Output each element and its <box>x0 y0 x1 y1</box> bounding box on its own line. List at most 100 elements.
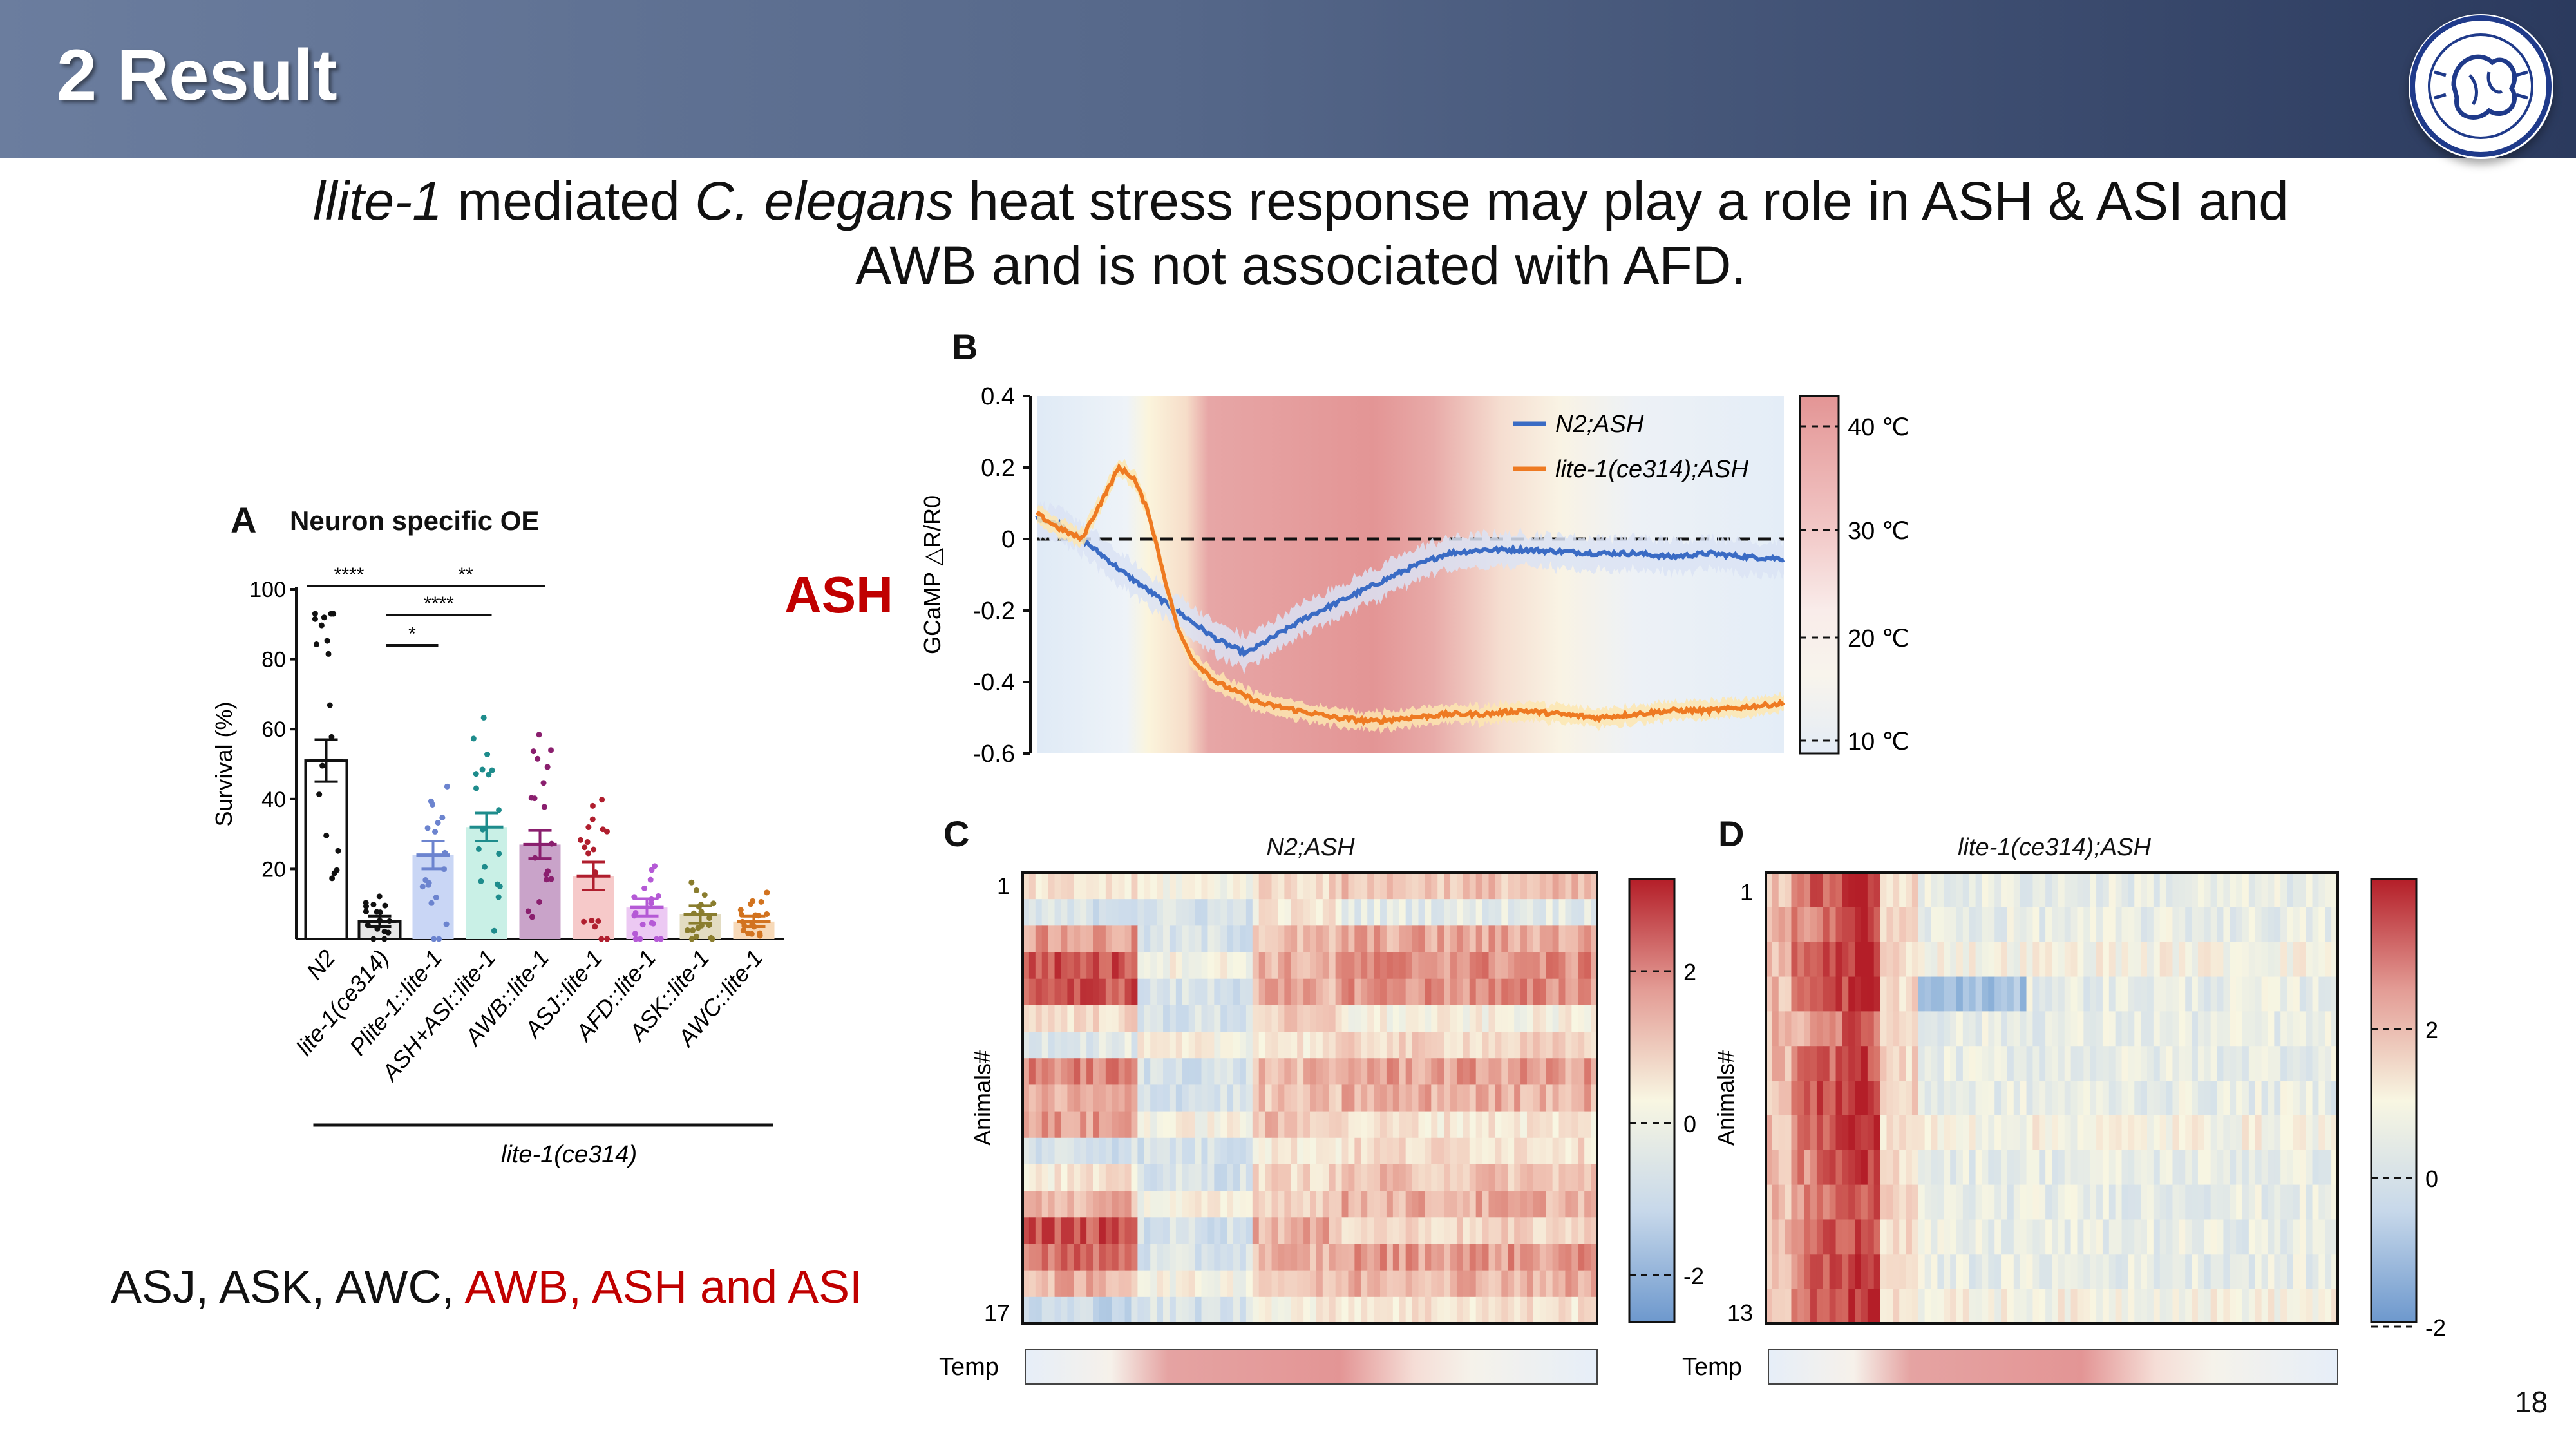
heatmap-cell <box>1558 1270 1566 1298</box>
data-point <box>632 936 639 942</box>
heatmap-cell <box>1412 1217 1419 1245</box>
heatmap-cell <box>1150 873 1157 900</box>
heatmap-cell <box>1482 1296 1490 1324</box>
heatmap-cell <box>1982 1184 1989 1220</box>
heatmap-cell <box>1797 1150 1804 1186</box>
heatmap-cell <box>2318 1046 2325 1081</box>
heatmap-cell <box>1157 1164 1164 1191</box>
temp-label: Temp <box>939 1354 999 1381</box>
heatmap-cell <box>1829 976 1837 1012</box>
heatmap-cell <box>1291 1244 1298 1271</box>
heatmap-cell <box>1412 1164 1419 1191</box>
data-point <box>473 771 479 777</box>
heatmap-cell <box>1297 952 1304 980</box>
heatmap-cell <box>1380 1244 1387 1271</box>
heatmap-cell <box>1918 1011 1926 1046</box>
heatmap-cell <box>2026 1081 2033 1116</box>
heatmap-cell <box>1791 976 1798 1012</box>
heatmap-cell <box>1258 873 1266 900</box>
heatmap-cell <box>1188 1217 1196 1245</box>
heatmap-cell <box>1329 1005 1336 1032</box>
heatmap-cell <box>2274 976 2281 1012</box>
heatmap-cell <box>1297 978 1304 1006</box>
heatmap-cell <box>2299 873 2307 908</box>
heatmap-cell <box>1303 1058 1311 1086</box>
heatmap-cell <box>1797 1046 1804 1081</box>
heatmap-cell <box>1855 1184 1862 1220</box>
heatmap-cell <box>2096 1046 2103 1081</box>
heatmap-cell <box>1861 1150 1868 1186</box>
heatmap-cell <box>1118 1084 1126 1112</box>
heatmap-cell <box>2204 1219 2211 1255</box>
heatmap-cell <box>1291 925 1298 953</box>
heatmap-cell <box>1899 873 1906 908</box>
heatmap-cell <box>1163 1244 1170 1271</box>
heatmap-cell <box>1829 1150 1837 1186</box>
heatmap-cell <box>1804 1254 1811 1289</box>
heatmap-cell <box>1195 1191 1202 1218</box>
heatmap-cell <box>2039 942 2046 978</box>
heatmap-cell <box>1054 1058 1062 1086</box>
heatmap-cell <box>2287 1115 2294 1151</box>
heatmap-cell <box>1431 873 1438 900</box>
heatmap-cell <box>1297 1296 1304 1324</box>
heatmap-cell <box>1546 1137 1553 1165</box>
heatmap-cell <box>1571 873 1578 900</box>
heatmap-cell <box>1227 1084 1234 1112</box>
heatmap-cell <box>1944 942 1951 978</box>
heatmap-cell <box>2172 873 2179 908</box>
heatmap-cell <box>1982 942 1989 978</box>
heatmap-cell <box>1118 978 1126 1006</box>
heatmap-cell <box>1220 978 1227 1006</box>
heatmap-cell <box>1937 1219 1944 1255</box>
heatmap-cell <box>1880 1184 1888 1220</box>
heatmap-cell <box>1565 1137 1572 1165</box>
heatmap-cell <box>2268 1046 2275 1081</box>
heatmap-cell <box>2242 1046 2249 1081</box>
heatmap-cell <box>1558 1191 1566 1218</box>
heatmap-cell <box>2293 1219 2300 1255</box>
heatmap-cell <box>1399 925 1406 953</box>
heatmap-cell <box>1456 952 1464 980</box>
heatmap-cell <box>1054 1137 1062 1165</box>
heatmap-cell <box>1431 1005 1438 1032</box>
heatmap-cell <box>1144 952 1151 980</box>
heatmap-cell <box>1501 873 1508 900</box>
heatmap-cell <box>1201 1244 1209 1271</box>
heatmap-cell <box>2077 976 2084 1012</box>
heatmap-cell <box>1810 1184 1817 1220</box>
heatmap-cell <box>2128 1150 2135 1186</box>
heatmap-cell <box>1258 1058 1266 1086</box>
heatmap-cell <box>1558 1137 1566 1165</box>
heatmap-cell <box>1188 952 1196 980</box>
colorbar-tick-label: 2 <box>1683 959 1696 985</box>
heatmap-cell <box>2325 1150 2332 1186</box>
heatmap-cell <box>2306 1081 2313 1116</box>
heatmap-cell <box>1278 1111 1285 1139</box>
heatmap-cell <box>2223 976 2230 1012</box>
heatmap-cell <box>1023 952 1030 980</box>
heatmap-cell <box>1886 976 1893 1012</box>
heatmap-cell <box>2299 942 2307 978</box>
heatmap-cell <box>1195 1270 1202 1298</box>
heatmap-cell <box>1399 1005 1406 1032</box>
data-point <box>525 908 531 914</box>
heatmap-cell <box>1105 1005 1113 1032</box>
heatmap-cell <box>2020 1046 2027 1081</box>
heatmap-cell <box>1233 873 1240 900</box>
heatmap-cell <box>1074 952 1081 980</box>
heatmap-cell <box>1348 1244 1355 1271</box>
heatmap-cell <box>1245 1244 1253 1271</box>
heatmap-cell <box>1163 1137 1170 1165</box>
heatmap-cell <box>1163 1270 1170 1298</box>
heatmap-cell <box>1514 1244 1521 1271</box>
heatmap-cell <box>1182 925 1189 953</box>
heatmap-cell <box>1214 1058 1221 1086</box>
heatmap-cell <box>1137 1164 1144 1191</box>
heatmap-cell <box>1766 1254 1773 1289</box>
heatmap-cell <box>2007 942 2014 978</box>
heatmap-cell <box>1508 1270 1515 1298</box>
heatmap-cell <box>1258 1296 1266 1324</box>
heatmap-cell <box>1335 1244 1343 1271</box>
heatmap-cell <box>1431 1244 1438 1271</box>
